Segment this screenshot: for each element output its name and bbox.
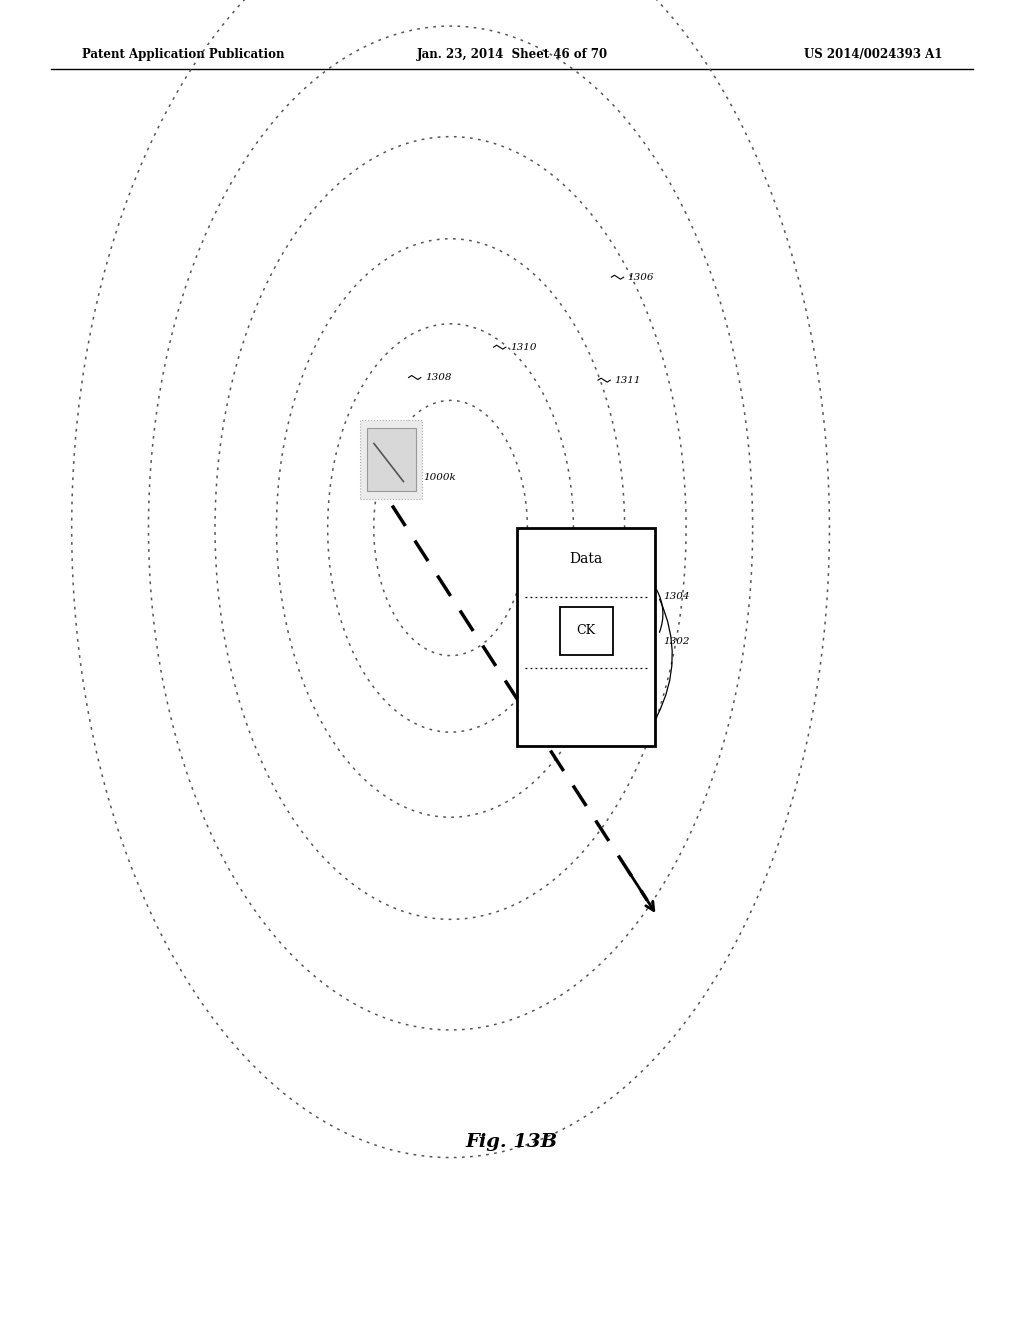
Text: CK: CK	[577, 624, 596, 638]
Text: 1310: 1310	[510, 343, 537, 351]
Bar	[517, 528, 655, 746]
Text: 1311: 1311	[614, 376, 641, 384]
Text: Patent Application Publication: Patent Application Publication	[82, 48, 285, 61]
Text: Data: Data	[569, 552, 603, 566]
Text: Fig. 13B: Fig. 13B	[466, 1133, 558, 1151]
Text: 1306: 1306	[628, 273, 654, 281]
Text: 1308: 1308	[425, 374, 452, 381]
Text: Jan. 23, 2014  Sheet 46 of 70: Jan. 23, 2014 Sheet 46 of 70	[417, 48, 607, 61]
Bar	[360, 420, 422, 499]
Text: US 2014/0024393 A1: US 2014/0024393 A1	[804, 48, 942, 61]
Text: 1000k: 1000k	[423, 474, 456, 482]
Bar	[367, 428, 416, 491]
Text: 1302: 1302	[664, 638, 690, 645]
Bar	[559, 607, 612, 655]
Text: 1304: 1304	[664, 593, 690, 601]
